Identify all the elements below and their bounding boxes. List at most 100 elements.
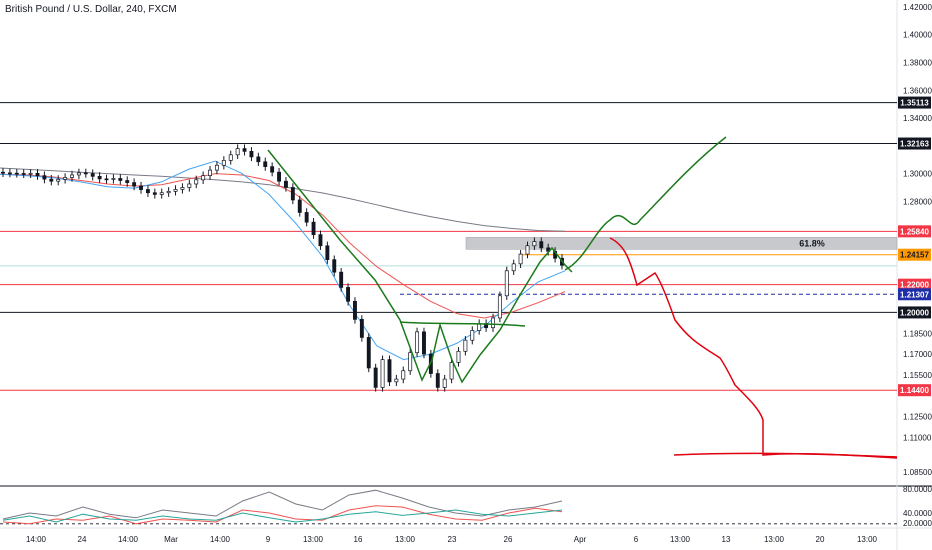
candle bbox=[173, 185, 178, 196]
candle-body bbox=[7, 172, 12, 175]
pattern-line bbox=[267, 149, 573, 384]
price-badge-bg bbox=[898, 248, 931, 261]
time-tick-label: 14:00 bbox=[26, 535, 47, 544]
candle bbox=[83, 168, 88, 178]
price-badge: 1.21307 bbox=[898, 288, 931, 301]
time-tick-label: 23 bbox=[448, 535, 457, 544]
candle bbox=[125, 176, 130, 187]
candle bbox=[132, 178, 137, 191]
candle-body bbox=[208, 169, 212, 177]
candle bbox=[387, 355, 392, 387]
price-badge-bg bbox=[898, 225, 931, 238]
candles bbox=[1, 144, 564, 392]
candle-body bbox=[49, 178, 54, 182]
candle bbox=[118, 174, 123, 185]
candle-body bbox=[201, 175, 206, 181]
price-badge-bg bbox=[898, 384, 931, 397]
candle-body bbox=[228, 154, 233, 161]
candle-body bbox=[235, 148, 240, 156]
candle-body bbox=[359, 319, 364, 338]
candle-body bbox=[311, 221, 316, 236]
time-tick-label: 26 bbox=[504, 535, 513, 544]
candle-body bbox=[422, 331, 426, 355]
chart-title: British Pound / U.S. Dollar, 240, FXCM bbox=[5, 4, 177, 15]
price-badge-bg bbox=[898, 96, 931, 109]
time-tick-label: Apr bbox=[574, 535, 587, 544]
candle bbox=[497, 291, 502, 323]
candle-body bbox=[277, 171, 281, 182]
oscillator-line bbox=[2, 489, 563, 520]
candle-body bbox=[97, 175, 102, 180]
candle-body bbox=[366, 337, 371, 369]
candle-body bbox=[401, 370, 406, 380]
candle-body bbox=[35, 172, 40, 177]
candle bbox=[1, 168, 5, 178]
time-axis[interactable]: 14:00 24 14:00 Mar 14:00 9 13:00 16 13:00 23 26 Apr… bbox=[26, 535, 878, 544]
price-tick-label: 1.12500 bbox=[903, 413, 932, 422]
candle-body bbox=[159, 192, 164, 195]
price-badge: 1.35113 bbox=[898, 96, 931, 109]
candle bbox=[7, 168, 12, 178]
candle-body bbox=[491, 317, 495, 329]
candle bbox=[111, 174, 116, 184]
candle bbox=[346, 283, 351, 306]
candle bbox=[42, 171, 47, 184]
candle bbox=[373, 363, 378, 392]
candle-body bbox=[76, 172, 81, 176]
candle bbox=[311, 218, 316, 239]
price-badge-label: 1.20000 bbox=[900, 308, 929, 317]
candle bbox=[56, 175, 61, 186]
fib-zone bbox=[465, 237, 898, 250]
price-tick-label: 1.34000 bbox=[903, 114, 932, 123]
candle-body bbox=[284, 180, 288, 188]
candle bbox=[249, 147, 254, 162]
candle bbox=[221, 156, 226, 170]
candle bbox=[318, 230, 323, 250]
oscillator-line bbox=[2, 509, 563, 523]
candle-body bbox=[263, 161, 268, 167]
candle bbox=[35, 169, 40, 180]
candle bbox=[63, 173, 68, 184]
candle-body bbox=[380, 359, 385, 388]
price-tick-label: 1.18500 bbox=[903, 329, 932, 338]
candle bbox=[256, 152, 261, 166]
candle bbox=[76, 168, 81, 180]
candle bbox=[332, 255, 337, 277]
time-tick-label: 13:00 bbox=[303, 535, 324, 544]
price-badge: 1.32163 bbox=[898, 137, 931, 150]
candle bbox=[504, 266, 509, 300]
target-line bbox=[673, 452, 898, 458]
candle bbox=[152, 188, 157, 199]
price-badge-label: 1.35113 bbox=[900, 99, 929, 108]
candle bbox=[463, 336, 468, 356]
price-badge: 1.22000 bbox=[898, 278, 931, 291]
time-tick-label: 13:00 bbox=[764, 535, 785, 544]
candle-body bbox=[394, 378, 399, 383]
price-badge-label: 1.24157 bbox=[900, 251, 929, 260]
candle-body bbox=[290, 187, 295, 201]
candle bbox=[49, 174, 54, 186]
time-tick-label: 16 bbox=[354, 535, 363, 544]
candle-body bbox=[539, 241, 544, 249]
candle-body bbox=[187, 183, 192, 188]
time-tick-label: 9 bbox=[266, 535, 271, 544]
candle bbox=[242, 144, 247, 156]
price-badge: 1.14400 bbox=[898, 384, 931, 397]
price-tick-label: 1.17000 bbox=[903, 350, 932, 359]
price-tick-label: 1.15500 bbox=[903, 371, 932, 380]
price-badge-label: 1.25840 bbox=[900, 227, 929, 236]
candle-body bbox=[318, 234, 323, 247]
candle-body bbox=[435, 373, 440, 388]
candle-body bbox=[339, 271, 344, 288]
price-axis[interactable]: 1.42000 1.40000 1.38000 1.36000 1.34000 1.300… bbox=[903, 3, 932, 528]
candle-body bbox=[297, 199, 302, 213]
candle-body bbox=[132, 182, 137, 187]
candle-body bbox=[463, 339, 468, 352]
price-badge-bg bbox=[898, 137, 931, 150]
price-tick-label: 1.38000 bbox=[903, 58, 932, 67]
candle bbox=[228, 150, 233, 165]
candle bbox=[449, 358, 454, 384]
candle bbox=[104, 174, 109, 184]
price-badge-label: 1.21307 bbox=[900, 290, 929, 299]
